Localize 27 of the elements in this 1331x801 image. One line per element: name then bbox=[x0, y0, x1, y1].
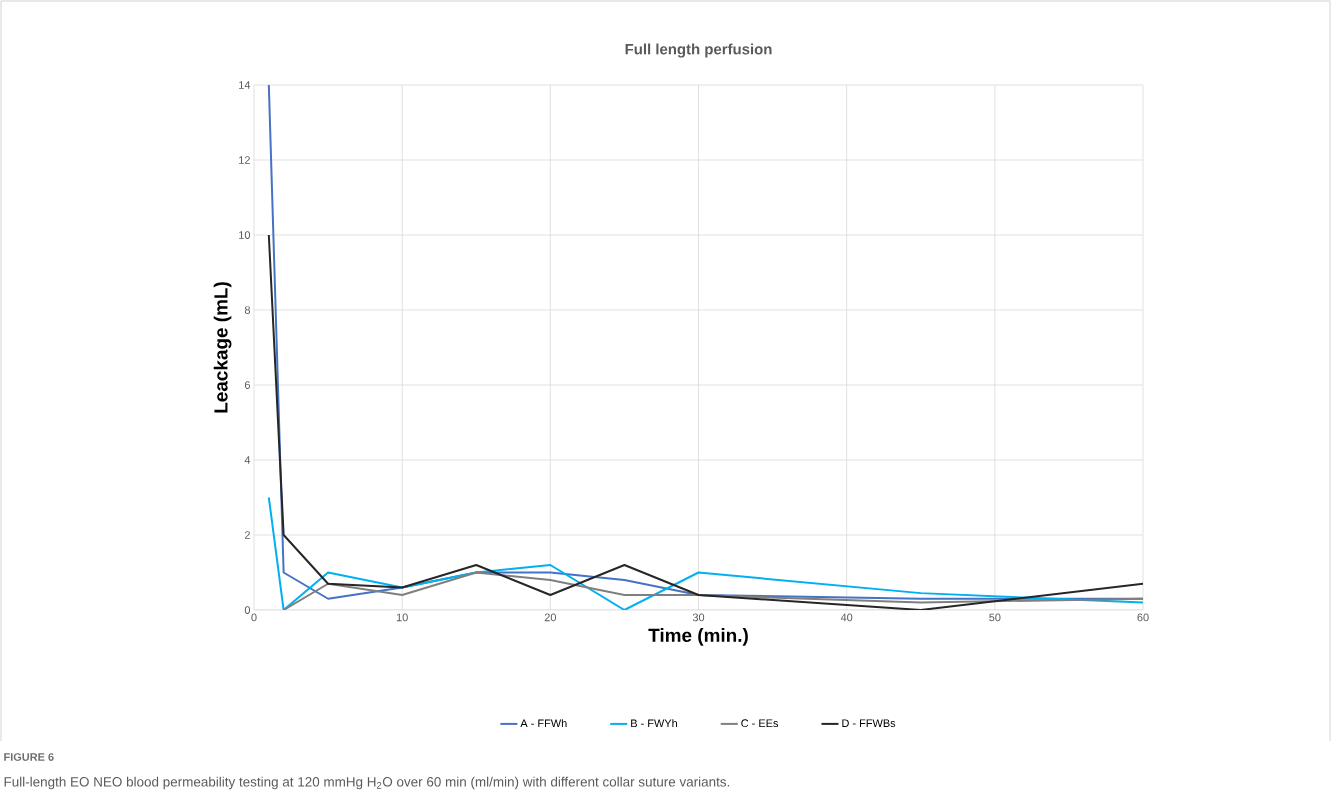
y-axis-title: Leackage (mL) bbox=[213, 282, 232, 413]
y-tick-label: 6 bbox=[244, 381, 250, 389]
line-series bbox=[282, 571, 1144, 610]
x-tick-label: 10 bbox=[396, 613, 408, 622]
text: Full-length EO NEO blood permeability testing at 120 mmHg H$_{2}$O over 60 min (ml/min) with different collar suture variants. bbox=[4, 776, 730, 790]
y-tick-label: 10 bbox=[239, 231, 251, 239]
legend-label: C - EEs bbox=[741, 719, 779, 728]
x-tick-label: 60 bbox=[1137, 613, 1149, 622]
x-tick-label: 30 bbox=[692, 613, 705, 622]
y-tick-label: 14 bbox=[239, 81, 251, 89]
chart-title: Full length perfusion bbox=[625, 43, 772, 58]
legend-label: A - FFWh bbox=[520, 719, 567, 728]
caption: FIGURE 6 bbox=[4, 753, 54, 761]
legend-label: B - FWYh bbox=[631, 719, 678, 728]
y-tick-label: 0 bbox=[244, 606, 251, 614]
line-series bbox=[267, 496, 1144, 610]
y-tick-label: 2 bbox=[244, 531, 250, 539]
x-tick-label: 20 bbox=[544, 613, 556, 622]
x-tick-label: 40 bbox=[840, 613, 853, 622]
y-tick-label: 8 bbox=[244, 306, 250, 314]
line-series bbox=[267, 234, 1144, 610]
x-axis-title: Time (min.) bbox=[648, 628, 748, 646]
y-tick-label: 4 bbox=[244, 456, 251, 464]
legend-label: D - FFWBs bbox=[842, 719, 896, 728]
x-tick-label: 50 bbox=[989, 613, 1001, 622]
y-tick-label: 12 bbox=[239, 156, 250, 164]
x-tick-label: 0 bbox=[251, 613, 257, 622]
